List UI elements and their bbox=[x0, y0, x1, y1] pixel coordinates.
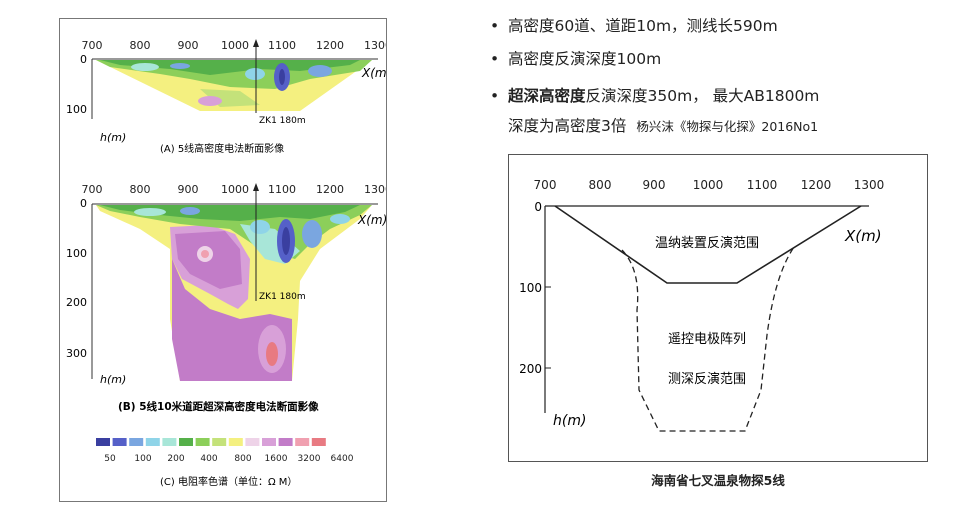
bullet-line-1: • 高密度60道、道距10m，测线长590m bbox=[490, 14, 778, 36]
bullet-dot-icon: • bbox=[490, 50, 500, 68]
legend-swatch bbox=[278, 438, 293, 446]
legend-swatch bbox=[162, 438, 177, 446]
legend-label: 3200 bbox=[298, 454, 321, 464]
y-tick-label: 100 bbox=[66, 247, 87, 260]
legend-swatch bbox=[145, 438, 160, 446]
panel-a-resistivity-section bbox=[96, 60, 372, 111]
x-tick-label: 900 bbox=[178, 183, 199, 196]
inversion-range-svg: 700 800 900 1000 1100 1200 1300 0 100 20… bbox=[519, 178, 885, 432]
y-tick-label: 0 bbox=[80, 197, 87, 210]
x-tick-label: 900 bbox=[178, 39, 199, 52]
x-tick-label: 700 bbox=[534, 178, 557, 192]
x-tick-label: 800 bbox=[589, 178, 612, 192]
y-tick-label: 200 bbox=[66, 296, 87, 309]
legend-swatches bbox=[96, 438, 326, 446]
y-tick-label: 300 bbox=[66, 347, 87, 360]
section-images-panel: 700 800 900 1000 1100 1200 1300 0 100 bbox=[59, 18, 393, 502]
inversion-range-diagram: 700 800 900 1000 1100 1200 1300 0 100 20… bbox=[508, 154, 928, 462]
x-tick-label: 1300 bbox=[364, 39, 386, 52]
x-tick-label: 1100 bbox=[268, 39, 296, 52]
legend-swatch bbox=[228, 438, 243, 446]
x-tick-label: 1000 bbox=[221, 39, 249, 52]
x-axis-label: X(m) bbox=[361, 66, 386, 80]
panel-b-x-tick-labels: 700 800 900 1000 1100 1200 1300 bbox=[82, 183, 393, 196]
y-tick-label: 0 bbox=[80, 53, 87, 66]
x-tick-label: 1300 bbox=[854, 178, 885, 192]
legend-label: 100 bbox=[134, 454, 151, 464]
legend-swatch bbox=[295, 438, 310, 446]
panel-b-resistivity-section bbox=[96, 205, 372, 381]
y-tick-label: 100 bbox=[519, 281, 542, 295]
borehole-label: ZK1 180m bbox=[259, 292, 306, 302]
x-tick-label: 800 bbox=[130, 39, 151, 52]
bullet-dot-icon: • bbox=[490, 17, 500, 35]
y-tick-label: 200 bbox=[519, 362, 542, 376]
remote-range-label-2: 测深反演范围 bbox=[668, 371, 746, 387]
x-tick-label: 1000 bbox=[221, 183, 249, 196]
x-tick-label: 1200 bbox=[801, 178, 832, 192]
legend-label: 800 bbox=[234, 454, 251, 464]
y-tick-label: 100 bbox=[66, 103, 87, 116]
x-tick-label: 1000 bbox=[693, 178, 724, 192]
panel-b-caption: (B) 5线10米道距超深高密度电法断面影像 bbox=[118, 400, 319, 413]
bullet-dot-icon: • bbox=[490, 87, 500, 105]
wenner-range-label: 温纳装置反演范围 bbox=[655, 235, 759, 251]
bullet-text-2: 高密度反演深度100m bbox=[508, 50, 662, 68]
bullet-line-3: • 超深高密度反演深度350m， 最大AB1800m bbox=[490, 84, 819, 106]
x-tick-label: 1200 bbox=[316, 183, 344, 196]
bullet-text-3: 反演深度350m， 最大AB1800m bbox=[585, 87, 820, 105]
x-tick-label: 700 bbox=[82, 39, 103, 52]
borehole-label: ZK1 180m bbox=[259, 116, 306, 126]
x-tick-label: 1200 bbox=[316, 39, 344, 52]
panel-a-x-tick-labels: 700 800 900 1000 1100 1200 1300 bbox=[82, 39, 393, 52]
panel-a-caption: (A) 5线高密度电法断面影像 bbox=[160, 142, 284, 155]
legend-caption: (C) 电阻率色谱（单位：Ω M） bbox=[160, 475, 297, 488]
reference-text: 杨兴沫《物探与化探》2016No1 bbox=[636, 119, 819, 134]
legend-swatch bbox=[245, 438, 260, 446]
bullet-text-1: 高密度60道、道距10m，测线长590m bbox=[508, 17, 778, 35]
legend-swatch bbox=[96, 438, 110, 446]
legend-swatch bbox=[129, 438, 144, 446]
legend-swatch bbox=[311, 438, 326, 446]
borehole-arrow-icon bbox=[253, 39, 259, 47]
legend-label: 6400 bbox=[331, 454, 354, 464]
x-tick-label: 900 bbox=[643, 178, 666, 192]
legend-label: 200 bbox=[167, 454, 184, 464]
panel-b: 700 800 900 1000 1100 1200 1300 0 100 20… bbox=[66, 183, 393, 413]
legend-swatch bbox=[112, 438, 127, 446]
legend-swatch bbox=[262, 438, 276, 446]
x-tick-label: 1300 bbox=[364, 183, 386, 196]
color-legend: 50 100 200 400 800 1600 3200 6400 (C) 电阻… bbox=[96, 438, 354, 488]
remote-array-inversion-range-outline bbox=[621, 246, 795, 432]
diagram-caption: 海南省七叉温泉物探5线 bbox=[651, 473, 785, 488]
diagram-x-tick-labels: 700 800 900 1000 1100 1200 1300 bbox=[534, 178, 885, 192]
borehole-arrow-icon bbox=[253, 183, 259, 191]
x-tick-label: 1100 bbox=[747, 178, 778, 192]
x-tick-label: 1100 bbox=[268, 183, 296, 196]
x-tick-label: 800 bbox=[130, 183, 151, 196]
y-axis-label: h(m) bbox=[553, 413, 586, 429]
bullet-line-4: 深度为高密度3倍 杨兴沫《物探与化探》2016No1 bbox=[508, 114, 818, 136]
bullet-text-3-bold: 超深高密度 bbox=[508, 87, 586, 105]
legend-label: 50 bbox=[104, 454, 116, 464]
x-axis-label: X(m) bbox=[844, 227, 882, 245]
x-tick-label: 700 bbox=[82, 183, 103, 196]
bullet-text-4: 深度为高密度3倍 bbox=[508, 117, 627, 135]
section-images-svg: 700 800 900 1000 1100 1200 1300 0 100 bbox=[66, 39, 393, 488]
y-axis-label: h(m) bbox=[100, 131, 126, 144]
x-axis-label: X(m) bbox=[357, 213, 386, 227]
legend-label: 400 bbox=[200, 454, 217, 464]
y-axis-label: h(m) bbox=[100, 373, 126, 386]
remote-range-label-1: 遥控电极阵列 bbox=[668, 332, 746, 347]
legend-label: 1600 bbox=[265, 454, 288, 464]
wenner-inversion-range-outline bbox=[554, 205, 862, 284]
panel-a: 700 800 900 1000 1100 1200 1300 0 100 bbox=[66, 39, 393, 155]
bullet-line-2: • 高密度反演深度100m bbox=[490, 47, 661, 69]
y-tick-label: 0 bbox=[534, 200, 542, 214]
legend-swatch bbox=[212, 438, 227, 446]
legend-swatch bbox=[179, 438, 193, 446]
legend-swatch bbox=[195, 438, 210, 446]
legend-labels: 50 100 200 400 800 1600 3200 6400 bbox=[104, 454, 353, 464]
